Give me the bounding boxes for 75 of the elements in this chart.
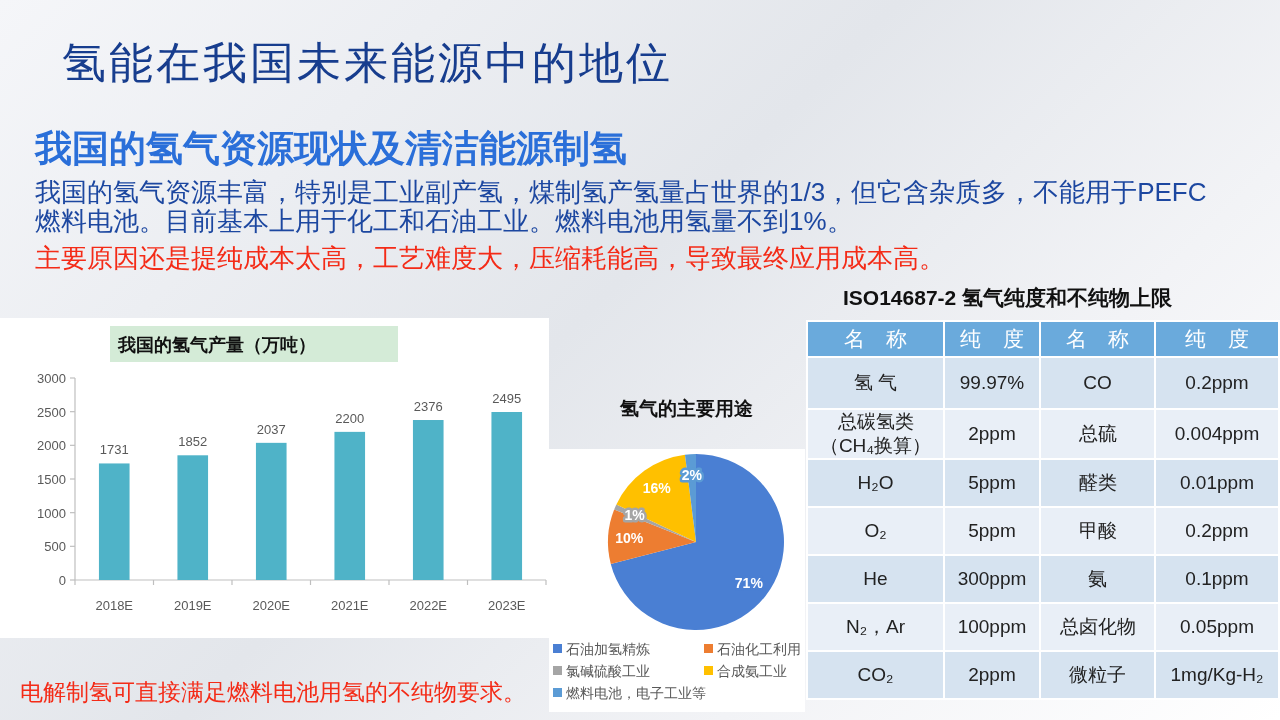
y-tick-label: 1500 — [37, 472, 66, 487]
legend-label: 燃料电池，电子工业等 — [566, 685, 706, 701]
text: 0.05ppm — [1180, 616, 1254, 637]
data-label: 16% — [642, 479, 672, 496]
text: 0.01ppm — [1180, 472, 1254, 493]
text: 甲酸 — [1078, 520, 1117, 541]
text: 5ppm — [968, 520, 1016, 541]
bar — [412, 420, 444, 580]
x-tick-label: 2019E — [173, 598, 212, 613]
y-tick-label: 2000 — [37, 438, 66, 454]
bar — [334, 431, 366, 580]
data-label: 1731 — [99, 442, 129, 458]
y-tick-label: 0 — [58, 573, 66, 588]
legend-label: 合成氨工业 — [717, 663, 787, 679]
legend-label: 石油化工利用 — [717, 641, 801, 657]
text: 氨 — [1088, 568, 1107, 589]
data-label: 2376 — [413, 399, 443, 415]
text: 电解制氢可直接满足燃料电池用氢的不纯物要求。 — [20, 678, 527, 706]
text: 5ppm — [968, 472, 1016, 493]
text: 2ppm — [968, 664, 1016, 685]
text: 0.2ppm — [1185, 520, 1249, 541]
text: 1mg/Kg-H₂ — [1170, 664, 1264, 685]
text: 氢能在我国未来能源中的地位 — [62, 37, 673, 89]
legend-label: 石油加氢精炼 — [566, 641, 650, 657]
bar — [491, 412, 523, 580]
text: N₂，Ar — [845, 616, 906, 637]
text: He — [863, 568, 888, 589]
data-label: 2495 — [492, 391, 522, 406]
text: 我国的氢气资源丰富，特别是工业副产氢，煤制氢产氢量占世界的1/3，但它含杂质多，不能用于PEFC燃料电池。目前基本上用于化工和石油工业。燃料电池用氢量不到1%。 — [35, 177, 1208, 236]
x-tick-label: 2020E — [252, 598, 291, 613]
text: 总卤化物 — [1059, 616, 1136, 637]
data-label: 2200 — [335, 410, 365, 426]
y-tick-label: 500 — [44, 539, 66, 555]
text: 99.97% — [959, 372, 1025, 393]
text: 100ppm — [957, 616, 1027, 637]
text: 总硫 — [1078, 423, 1117, 444]
bar — [255, 442, 287, 580]
category-label: 纯 度 — [1155, 321, 1279, 357]
chart-title: 氢气的主要用途 — [618, 398, 753, 419]
x-tick-label: 2021E — [330, 598, 369, 613]
text: ISO14687-2 氢气纯度和不纯物上限 — [842, 285, 1174, 311]
text: CO₂ — [857, 664, 894, 685]
text: 0.1ppm — [1185, 568, 1249, 589]
text: H₂O — [857, 472, 894, 493]
data-label: 2037 — [256, 421, 286, 437]
y-tick-label: 1000 — [37, 505, 66, 521]
data-label: 1852 — [178, 434, 208, 450]
text: 氢 气 — [853, 372, 898, 393]
text: 300ppm — [957, 568, 1027, 589]
text: 微粒子 — [1069, 664, 1126, 685]
bar — [177, 455, 209, 580]
text: O₂ — [864, 520, 887, 541]
category-label: 纯 度 — [944, 321, 1040, 357]
text: 总碳氢类（CH₄换算） — [819, 411, 932, 456]
data-label: 1% — [624, 507, 646, 524]
data-label: 71% — [734, 574, 764, 591]
text: 主要原因还是提纯成本太高，工艺难度大，压缩耗能高，导致最终应用成本高。 — [35, 243, 946, 273]
x-tick-label: 2023E — [487, 598, 526, 613]
text: 我国的氢气资源现状及清洁能源制氢 — [35, 127, 627, 171]
data-label: 10% — [615, 529, 644, 546]
bar — [98, 463, 130, 580]
text: CO — [1083, 372, 1112, 393]
chart-title: 我国的氢气产量（万吨） — [117, 335, 316, 355]
pie-slice — [610, 454, 784, 630]
y-tick-label: 3000 — [37, 371, 66, 386]
text: 0.004ppm — [1174, 423, 1260, 444]
x-tick-label: 2022E — [409, 598, 448, 613]
category-label: 名 称 — [1040, 321, 1155, 357]
legend-label: 氯碱硫酸工业 — [566, 663, 650, 679]
text: 醛类 — [1078, 472, 1117, 493]
x-tick-label: 2018E — [95, 598, 134, 613]
text: 2ppm — [968, 423, 1016, 444]
category-label: 名 称 — [807, 321, 944, 357]
y-tick-label: 2500 — [37, 404, 66, 420]
text: 0.2ppm — [1185, 372, 1249, 393]
